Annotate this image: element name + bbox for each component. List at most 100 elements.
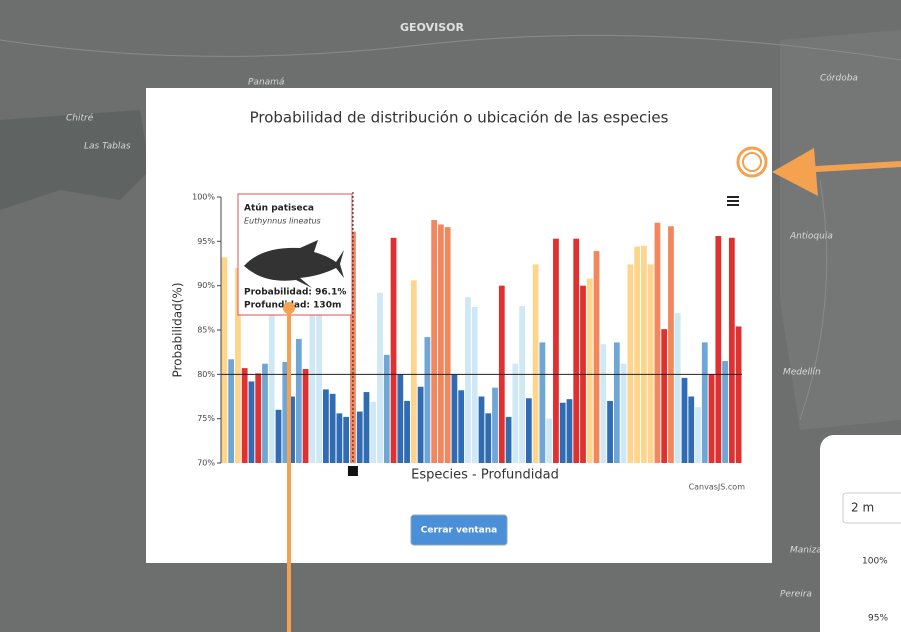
x-axis-title: Especies - Profundidad — [411, 468, 559, 483]
bar — [431, 220, 438, 463]
highlight-ring — [742, 152, 762, 172]
bar — [492, 387, 498, 463]
bar — [485, 413, 492, 463]
bar — [722, 361, 728, 463]
bar — [688, 396, 695, 463]
bar — [275, 409, 282, 463]
bar — [228, 359, 235, 463]
bar — [444, 227, 451, 463]
y-tick-label: 75% — [197, 414, 215, 423]
y-tick-label: 95% — [197, 237, 215, 246]
menu-bar — [727, 204, 739, 206]
logo: GEOVISOR — [400, 21, 464, 34]
bar — [383, 354, 390, 463]
menu-icon[interactable] — [727, 196, 739, 206]
close-button[interactable] — [410, 514, 508, 546]
y-tick-label: 100% — [192, 193, 215, 202]
y-tick-label: 80% — [197, 370, 215, 379]
bar — [735, 326, 742, 463]
chart-title: Probabilidad de distribución o ubicación… — [250, 109, 669, 127]
bar — [424, 337, 431, 463]
bar — [438, 224, 444, 463]
bar — [654, 222, 661, 463]
bar — [255, 373, 262, 463]
side-tick: 95% — [868, 614, 888, 624]
close-button-label: Cerrar ventana — [421, 526, 497, 536]
map-label: Manizales — [790, 546, 835, 556]
modal: Probabilidad de distribución o ubicación… — [146, 88, 772, 563]
bar — [525, 398, 532, 463]
tooltip-name: Atún patiseca — [244, 204, 314, 214]
map-label: Las Tablas — [84, 142, 131, 152]
bar — [241, 368, 248, 463]
bar — [235, 267, 241, 463]
menu-bar — [727, 196, 739, 198]
bar — [728, 237, 735, 463]
bar — [681, 377, 688, 463]
bar — [471, 306, 478, 463]
bar — [566, 399, 573, 463]
bar — [451, 374, 458, 463]
y-tick-label: 70% — [197, 459, 215, 468]
menu-bar — [727, 200, 739, 202]
tooltip-scientific: Euthynnus lineatus — [244, 217, 321, 226]
road — [799, 179, 828, 421]
bar — [282, 361, 289, 463]
bar — [248, 381, 255, 463]
bar — [647, 264, 654, 463]
bar — [641, 245, 647, 463]
bar — [322, 389, 329, 463]
bar — [268, 303, 275, 463]
map-label: Medellín — [783, 368, 821, 378]
bar — [356, 411, 363, 463]
bar — [674, 313, 681, 463]
road — [0, 34, 901, 61]
bar — [708, 374, 715, 463]
map-label: Córdoba — [820, 73, 858, 84]
bar — [390, 237, 397, 463]
bar — [343, 416, 350, 463]
bar — [668, 226, 674, 463]
bar — [512, 363, 519, 463]
bar — [505, 416, 512, 463]
bar — [404, 400, 410, 463]
bar — [715, 236, 722, 463]
bar — [295, 338, 302, 463]
bar — [289, 396, 295, 463]
map-label: Panamá — [248, 78, 285, 88]
depth-select[interactable] — [842, 492, 901, 524]
bar — [600, 344, 607, 463]
pointer-dot — [283, 302, 295, 314]
arrow-shaft — [799, 161, 901, 173]
bar — [262, 363, 268, 463]
bar — [553, 238, 559, 463]
annotation — [283, 146, 901, 632]
bar — [336, 413, 343, 463]
bar — [573, 238, 580, 463]
bar — [329, 393, 336, 463]
land — [0, 110, 150, 210]
bar — [607, 400, 613, 463]
bar — [410, 280, 417, 463]
bar — [302, 369, 309, 463]
bar — [363, 392, 370, 463]
bar — [221, 257, 228, 463]
bar — [701, 342, 708, 463]
y-axis-title: Probabilidad(%) — [171, 283, 185, 378]
fish-image — [244, 240, 344, 288]
bar — [695, 407, 701, 463]
credit: CanvasJS.com — [689, 483, 746, 492]
depth-value: 2 m — [851, 501, 874, 515]
bar — [539, 342, 546, 463]
modal-box — [146, 88, 772, 563]
bar — [627, 264, 634, 463]
bar — [478, 396, 485, 463]
map-label: Antioquia — [789, 232, 833, 242]
bar — [620, 363, 627, 463]
bar — [532, 264, 539, 463]
map-label: Pereira — [780, 590, 812, 600]
bar — [370, 401, 377, 463]
bar — [417, 386, 424, 463]
bar — [316, 241, 322, 463]
